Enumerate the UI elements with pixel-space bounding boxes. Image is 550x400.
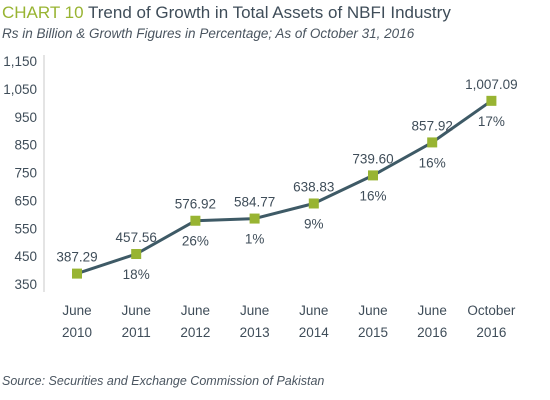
- data-point-marker: [368, 170, 378, 181]
- x-tick-label: 2016: [417, 325, 447, 340]
- growth-label: 1%: [245, 232, 265, 247]
- data-point-marker: [249, 213, 260, 224]
- y-tick-label: 750: [14, 166, 37, 181]
- x-tick-label: June: [418, 303, 447, 318]
- x-tick-label: 2016: [476, 325, 506, 340]
- value-label: 387.29: [56, 250, 97, 265]
- value-label: 857.92: [412, 118, 453, 133]
- x-tick-label: June: [62, 303, 91, 318]
- x-tick-label: 2010: [62, 325, 92, 340]
- x-tick-label: October: [467, 303, 516, 318]
- growth-label: 9%: [304, 216, 324, 231]
- data-point-marker: [427, 137, 438, 148]
- x-tick-label: June: [358, 303, 387, 318]
- value-label: 739.60: [352, 151, 393, 166]
- y-tick-label: 650: [14, 193, 37, 208]
- x-tick-label: June: [240, 303, 269, 318]
- data-point-marker: [72, 268, 82, 279]
- growth-label: 18%: [123, 267, 150, 282]
- growth-label: 16%: [419, 155, 446, 170]
- x-tick-label: 2012: [180, 325, 210, 340]
- value-label: 584.77: [234, 195, 275, 210]
- chart-title: CHART 10 Trend of Growth in Total Assets…: [2, 3, 451, 23]
- chart-title-text: Trend of Growth in Total Assets of NBFI …: [88, 3, 451, 22]
- y-tick-label: 1,050: [3, 82, 37, 97]
- data-point-marker: [131, 249, 142, 260]
- value-label: 1,007.09: [465, 77, 518, 92]
- y-tick-label: 350: [14, 277, 37, 292]
- growth-label: 16%: [359, 188, 386, 203]
- x-tick-label: 2013: [240, 325, 270, 340]
- x-tick-label: 2014: [299, 325, 330, 340]
- x-tick-label: 2011: [122, 325, 151, 340]
- value-label: 457.56: [116, 230, 157, 245]
- series-line: [76, 99, 493, 276]
- y-tick-label: 850: [14, 138, 37, 153]
- growth-label: 26%: [182, 234, 209, 249]
- value-label: 576.92: [175, 197, 216, 212]
- x-tick-label: June: [299, 303, 328, 318]
- chart-number: CHART 10: [2, 3, 84, 22]
- y-tick-label: 1,150: [3, 54, 37, 69]
- data-point-marker: [308, 198, 319, 209]
- y-tick-label: 950: [14, 110, 37, 125]
- data-point-marker: [190, 215, 201, 226]
- data-point-marker: [486, 95, 497, 106]
- source-note: Source: Securities and Exchange Commissi…: [2, 374, 325, 388]
- y-tick-label: 550: [14, 221, 37, 236]
- x-tick-label: 2015: [358, 325, 388, 340]
- value-label: 638.83: [293, 179, 334, 194]
- growth-label: 17%: [478, 114, 505, 129]
- x-tick-label: June: [181, 303, 210, 318]
- x-tick-label: June: [122, 303, 151, 318]
- chart-subtitle: Rs in Billion & Growth Figures in Percen…: [2, 26, 415, 41]
- y-tick-label: 450: [14, 249, 37, 264]
